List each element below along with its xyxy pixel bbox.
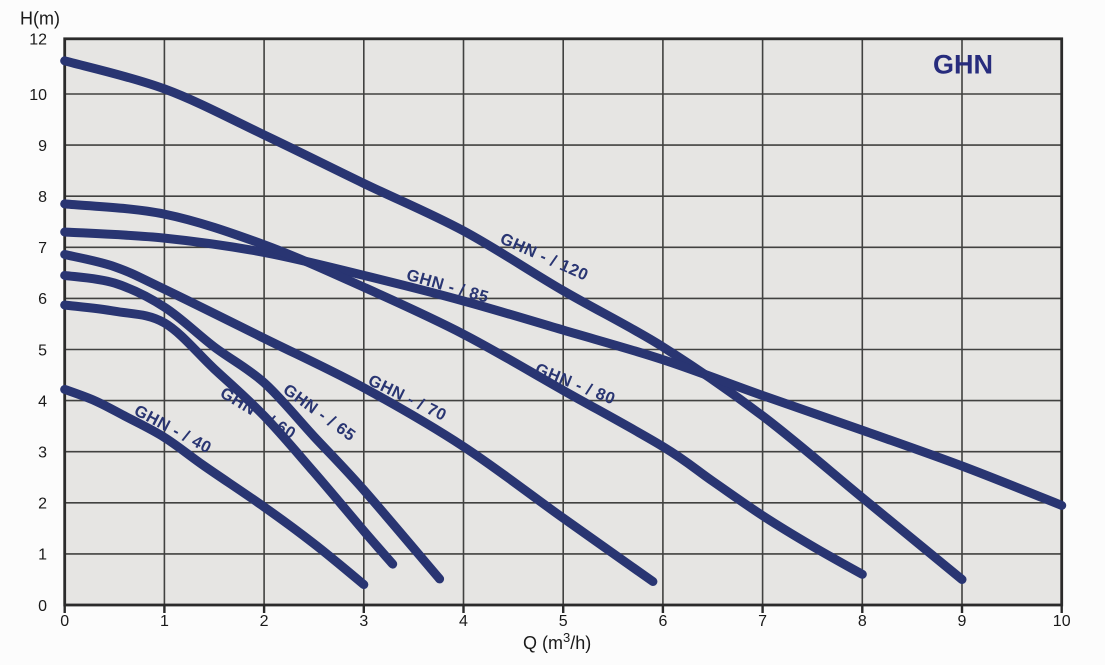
svg-text:10: 10 [29, 87, 47, 104]
svg-text:1: 1 [38, 547, 47, 564]
svg-text:2: 2 [260, 613, 269, 630]
svg-text:2: 2 [38, 496, 47, 513]
svg-text:4: 4 [38, 393, 47, 410]
svg-text:8: 8 [38, 189, 47, 206]
svg-text:Q (m3/h): Q (m3/h) [523, 630, 591, 653]
svg-text:H(m): H(m) [20, 9, 60, 29]
svg-text:10: 10 [1053, 613, 1071, 630]
svg-text:1: 1 [160, 613, 169, 630]
svg-text:5: 5 [559, 613, 568, 630]
svg-text:4: 4 [459, 613, 468, 630]
svg-text:6: 6 [658, 613, 667, 630]
svg-text:9: 9 [38, 138, 47, 155]
svg-text:3: 3 [38, 445, 47, 462]
svg-text:8: 8 [858, 613, 867, 630]
svg-text:7: 7 [38, 240, 47, 257]
svg-text:6: 6 [38, 291, 47, 308]
svg-text:3: 3 [359, 613, 368, 630]
svg-text:5: 5 [38, 342, 47, 359]
svg-text:9: 9 [958, 613, 967, 630]
svg-text:0: 0 [60, 613, 69, 630]
svg-text:12: 12 [29, 32, 47, 49]
svg-text:GHN: GHN [933, 50, 993, 80]
svg-text:0: 0 [38, 598, 47, 615]
svg-text:7: 7 [758, 613, 767, 630]
